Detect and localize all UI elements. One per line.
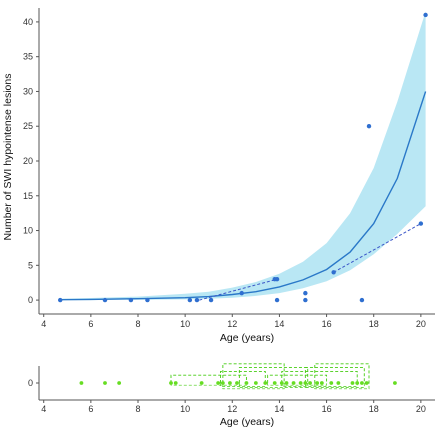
visit-link xyxy=(267,374,328,383)
y-tick-label: 20 xyxy=(23,156,33,166)
y-tick-label: 30 xyxy=(23,86,33,96)
visit-link xyxy=(281,370,358,383)
data-point xyxy=(308,381,312,385)
data-point xyxy=(244,381,249,385)
visit-link-lower xyxy=(314,383,370,390)
visit-link xyxy=(170,374,247,383)
x-tick-label: 10 xyxy=(180,319,190,329)
x-tick-label: 16 xyxy=(322,319,332,329)
visit-link xyxy=(238,367,309,383)
bottom-x-axis-label: Age (years) xyxy=(220,416,274,428)
confidence-band xyxy=(60,11,426,301)
data-point xyxy=(208,297,214,303)
y-tick-label: 40 xyxy=(23,17,33,27)
visit-link-lower xyxy=(222,383,285,390)
data-point xyxy=(291,381,296,385)
data-point xyxy=(220,381,225,385)
data-point xyxy=(423,12,428,18)
data-point xyxy=(364,381,369,385)
visit-link-lower xyxy=(305,383,365,388)
visit-link-lower xyxy=(267,383,327,386)
data-point xyxy=(235,381,239,385)
data-point xyxy=(145,297,150,303)
data-point xyxy=(272,381,277,385)
data-point xyxy=(284,381,289,385)
data-point xyxy=(239,290,244,296)
x-tick-label: 14 xyxy=(274,319,284,329)
data-point xyxy=(366,124,372,129)
x-tick-label: 18 xyxy=(369,404,379,414)
data-point xyxy=(194,297,200,303)
data-point xyxy=(303,290,308,296)
data-point xyxy=(319,381,324,385)
x-tick-label: 10 xyxy=(180,404,190,414)
x-tick-label: 18 xyxy=(369,319,379,329)
y-tick-label: 35 xyxy=(23,52,33,62)
data-point xyxy=(298,381,303,385)
y-tick-label: 25 xyxy=(23,121,33,131)
x-tick-label: 14 xyxy=(274,404,284,414)
data-point xyxy=(199,381,204,385)
data-point xyxy=(274,277,280,282)
data-point xyxy=(355,381,360,385)
x-tick-label: 20 xyxy=(416,319,426,329)
data-point xyxy=(329,381,334,385)
x-tick-label: 4 xyxy=(41,319,46,329)
data-point xyxy=(274,297,280,303)
data-point xyxy=(187,297,193,303)
data-point xyxy=(253,381,258,385)
x-tick-label: 20 xyxy=(416,404,426,414)
y-tick-label: 0 xyxy=(28,295,33,305)
paired-segment xyxy=(199,278,278,301)
data-point xyxy=(128,297,134,303)
data-point xyxy=(279,381,284,385)
data-point xyxy=(79,381,84,385)
x-tick-label: 4 xyxy=(41,404,46,414)
data-point xyxy=(216,381,221,385)
data-point xyxy=(350,381,355,385)
y-tick-label: 10 xyxy=(23,226,33,236)
visit-link xyxy=(304,367,365,383)
data-point xyxy=(228,381,232,385)
fit-curve xyxy=(60,91,427,301)
x-tick-label: 8 xyxy=(135,404,140,414)
data-point xyxy=(103,381,107,385)
x-tick-label: 6 xyxy=(88,319,93,329)
paired-segment xyxy=(333,223,422,273)
visit-link xyxy=(220,370,266,383)
y-tick-label: 5 xyxy=(28,260,33,270)
data-point xyxy=(58,297,63,303)
y-tick-label: 15 xyxy=(23,191,33,201)
age-distribution-strip-chart: 0 4 6 8 10 12 14 16 18 20 xyxy=(28,363,435,414)
data-point xyxy=(360,381,364,385)
visit-link xyxy=(314,363,370,383)
lesions-vs-age-chart: 0 5 10 15 20 25 30 35 40 4 6 8 10 12 14 16 18 20 xyxy=(23,8,435,329)
data-point xyxy=(336,381,341,385)
x-tick-label: 16 xyxy=(322,404,332,414)
x-tick-label: 8 xyxy=(135,319,140,329)
data-point xyxy=(418,221,424,226)
x-tick-label: 12 xyxy=(227,404,237,414)
visit-link-lower xyxy=(220,383,266,387)
data-point xyxy=(173,381,178,385)
visit-link-lower xyxy=(170,383,247,386)
visit-link-lower xyxy=(239,383,309,388)
data-point xyxy=(303,381,308,385)
visit-link xyxy=(222,363,285,383)
x-tick-label: 6 xyxy=(88,404,93,414)
data-point xyxy=(303,297,308,303)
data-point xyxy=(393,381,397,385)
y-tick-label: 0 xyxy=(28,378,33,388)
data-point xyxy=(263,381,268,385)
data-point xyxy=(117,381,122,385)
data-point xyxy=(331,270,336,275)
top-x-axis-label: Age (years) xyxy=(220,332,274,344)
data-point xyxy=(169,381,173,385)
data-point xyxy=(359,297,365,303)
top-y-axis-label: Number of SWI hypointense lesions xyxy=(2,74,14,241)
x-tick-label: 12 xyxy=(227,319,237,329)
data-point xyxy=(102,297,108,303)
data-point xyxy=(315,381,320,385)
